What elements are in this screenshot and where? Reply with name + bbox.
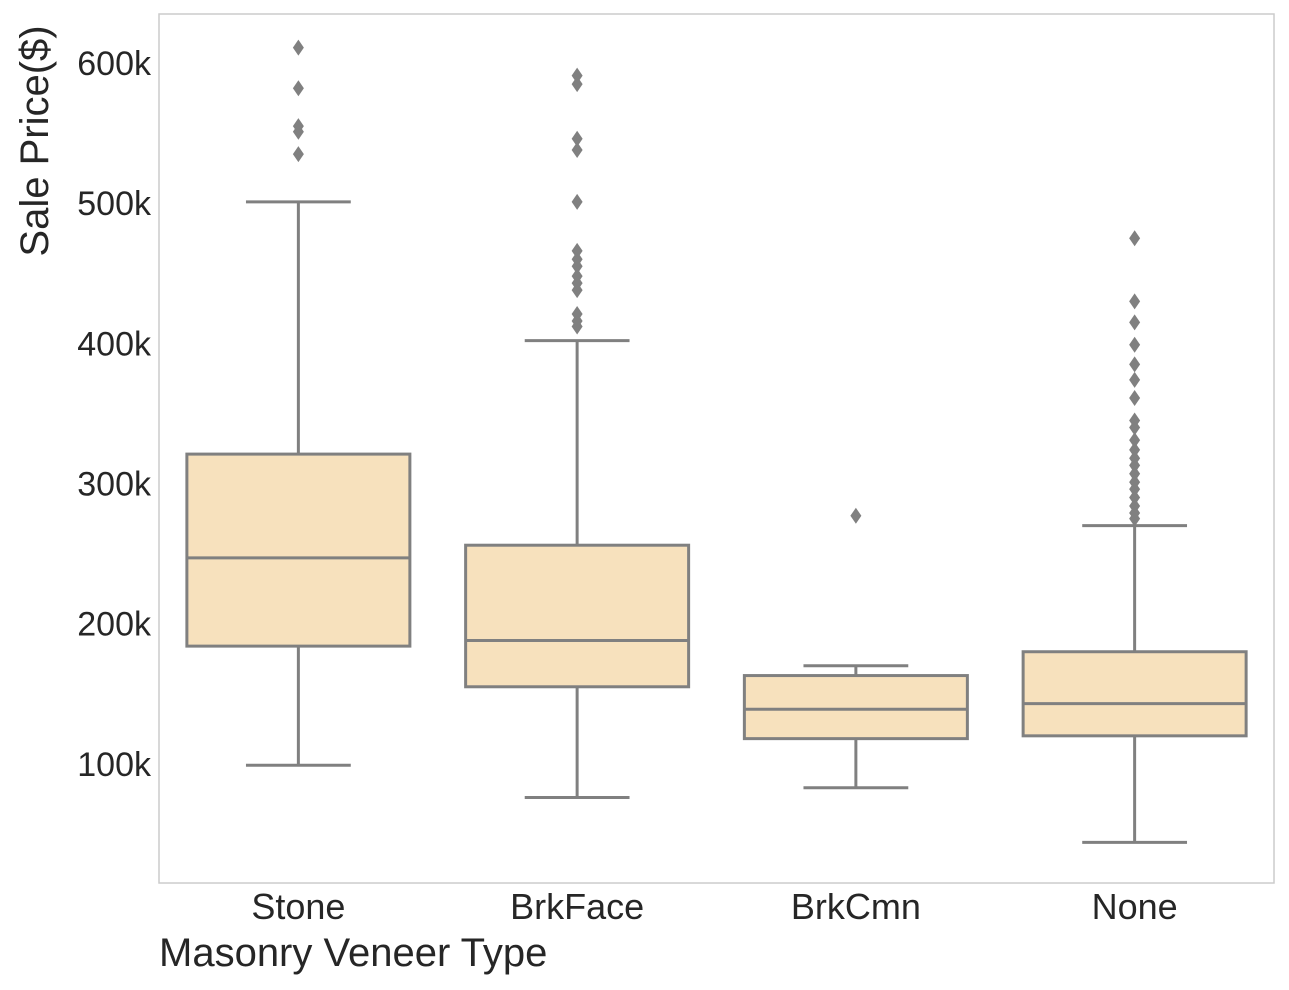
outlier-point xyxy=(571,67,583,84)
iqr-box xyxy=(185,452,412,648)
iqr-box xyxy=(464,543,691,689)
y-tick-label: 400k xyxy=(77,325,152,363)
y-axis-ticks: 100k 200k 300k 400k 500k 600k xyxy=(77,45,152,784)
plot-frame xyxy=(158,13,1275,884)
x-axis-ticks: Stone BrkFace BrkCmn None xyxy=(251,886,1177,927)
y-tick-label: 100k xyxy=(77,746,152,784)
outlier-point xyxy=(571,130,583,147)
outlier-point xyxy=(1129,497,1141,514)
outlier-point xyxy=(292,39,304,56)
box-brkcmn xyxy=(742,507,969,790)
outlier-point xyxy=(1129,336,1141,353)
outlier-point xyxy=(1129,356,1141,373)
outlier-point xyxy=(1129,441,1141,458)
outlier-point xyxy=(571,268,583,285)
outlier-point xyxy=(1129,412,1141,429)
y-axis-label: Sale Price($) xyxy=(13,25,57,256)
outlier-point xyxy=(850,507,862,524)
outlier-point xyxy=(571,242,583,259)
y-tick-label: 600k xyxy=(77,45,152,83)
y-tick-label: 300k xyxy=(77,466,152,504)
box-stone xyxy=(185,39,412,767)
y-tick-label: 200k xyxy=(77,606,152,644)
box-brkface xyxy=(464,67,691,800)
outlier-point xyxy=(1129,371,1141,388)
x-tick-label: Stone xyxy=(251,886,345,927)
outlier-point xyxy=(1129,230,1141,247)
outlier-point xyxy=(1129,293,1141,310)
x-axis-label: Masonry Veneer Type xyxy=(159,931,547,975)
outlier-point xyxy=(1129,314,1141,331)
outlier-point xyxy=(1129,489,1141,506)
outlier-point xyxy=(1129,465,1141,482)
outlier-point xyxy=(292,146,304,163)
outlier-point xyxy=(571,193,583,210)
outlier-point xyxy=(1129,432,1141,449)
box-group xyxy=(185,39,1248,844)
x-tick-label: BrkFace xyxy=(510,886,644,927)
iqr-box xyxy=(742,674,969,741)
x-tick-label: None xyxy=(1092,886,1178,927)
outlier-point xyxy=(571,76,583,93)
outlier-point xyxy=(571,141,583,158)
outlier-point xyxy=(292,80,304,97)
outlier-point xyxy=(1129,450,1141,467)
outlier-point xyxy=(571,251,583,268)
x-tick-label: BrkCmn xyxy=(791,886,921,927)
outlier-point xyxy=(571,305,583,322)
outlier-point xyxy=(1129,474,1141,491)
iqr-box xyxy=(1021,650,1248,738)
outlier-point xyxy=(1129,390,1141,407)
y-tick-label: 500k xyxy=(77,185,152,223)
box-none xyxy=(1021,230,1248,844)
outlier-point xyxy=(292,118,304,135)
